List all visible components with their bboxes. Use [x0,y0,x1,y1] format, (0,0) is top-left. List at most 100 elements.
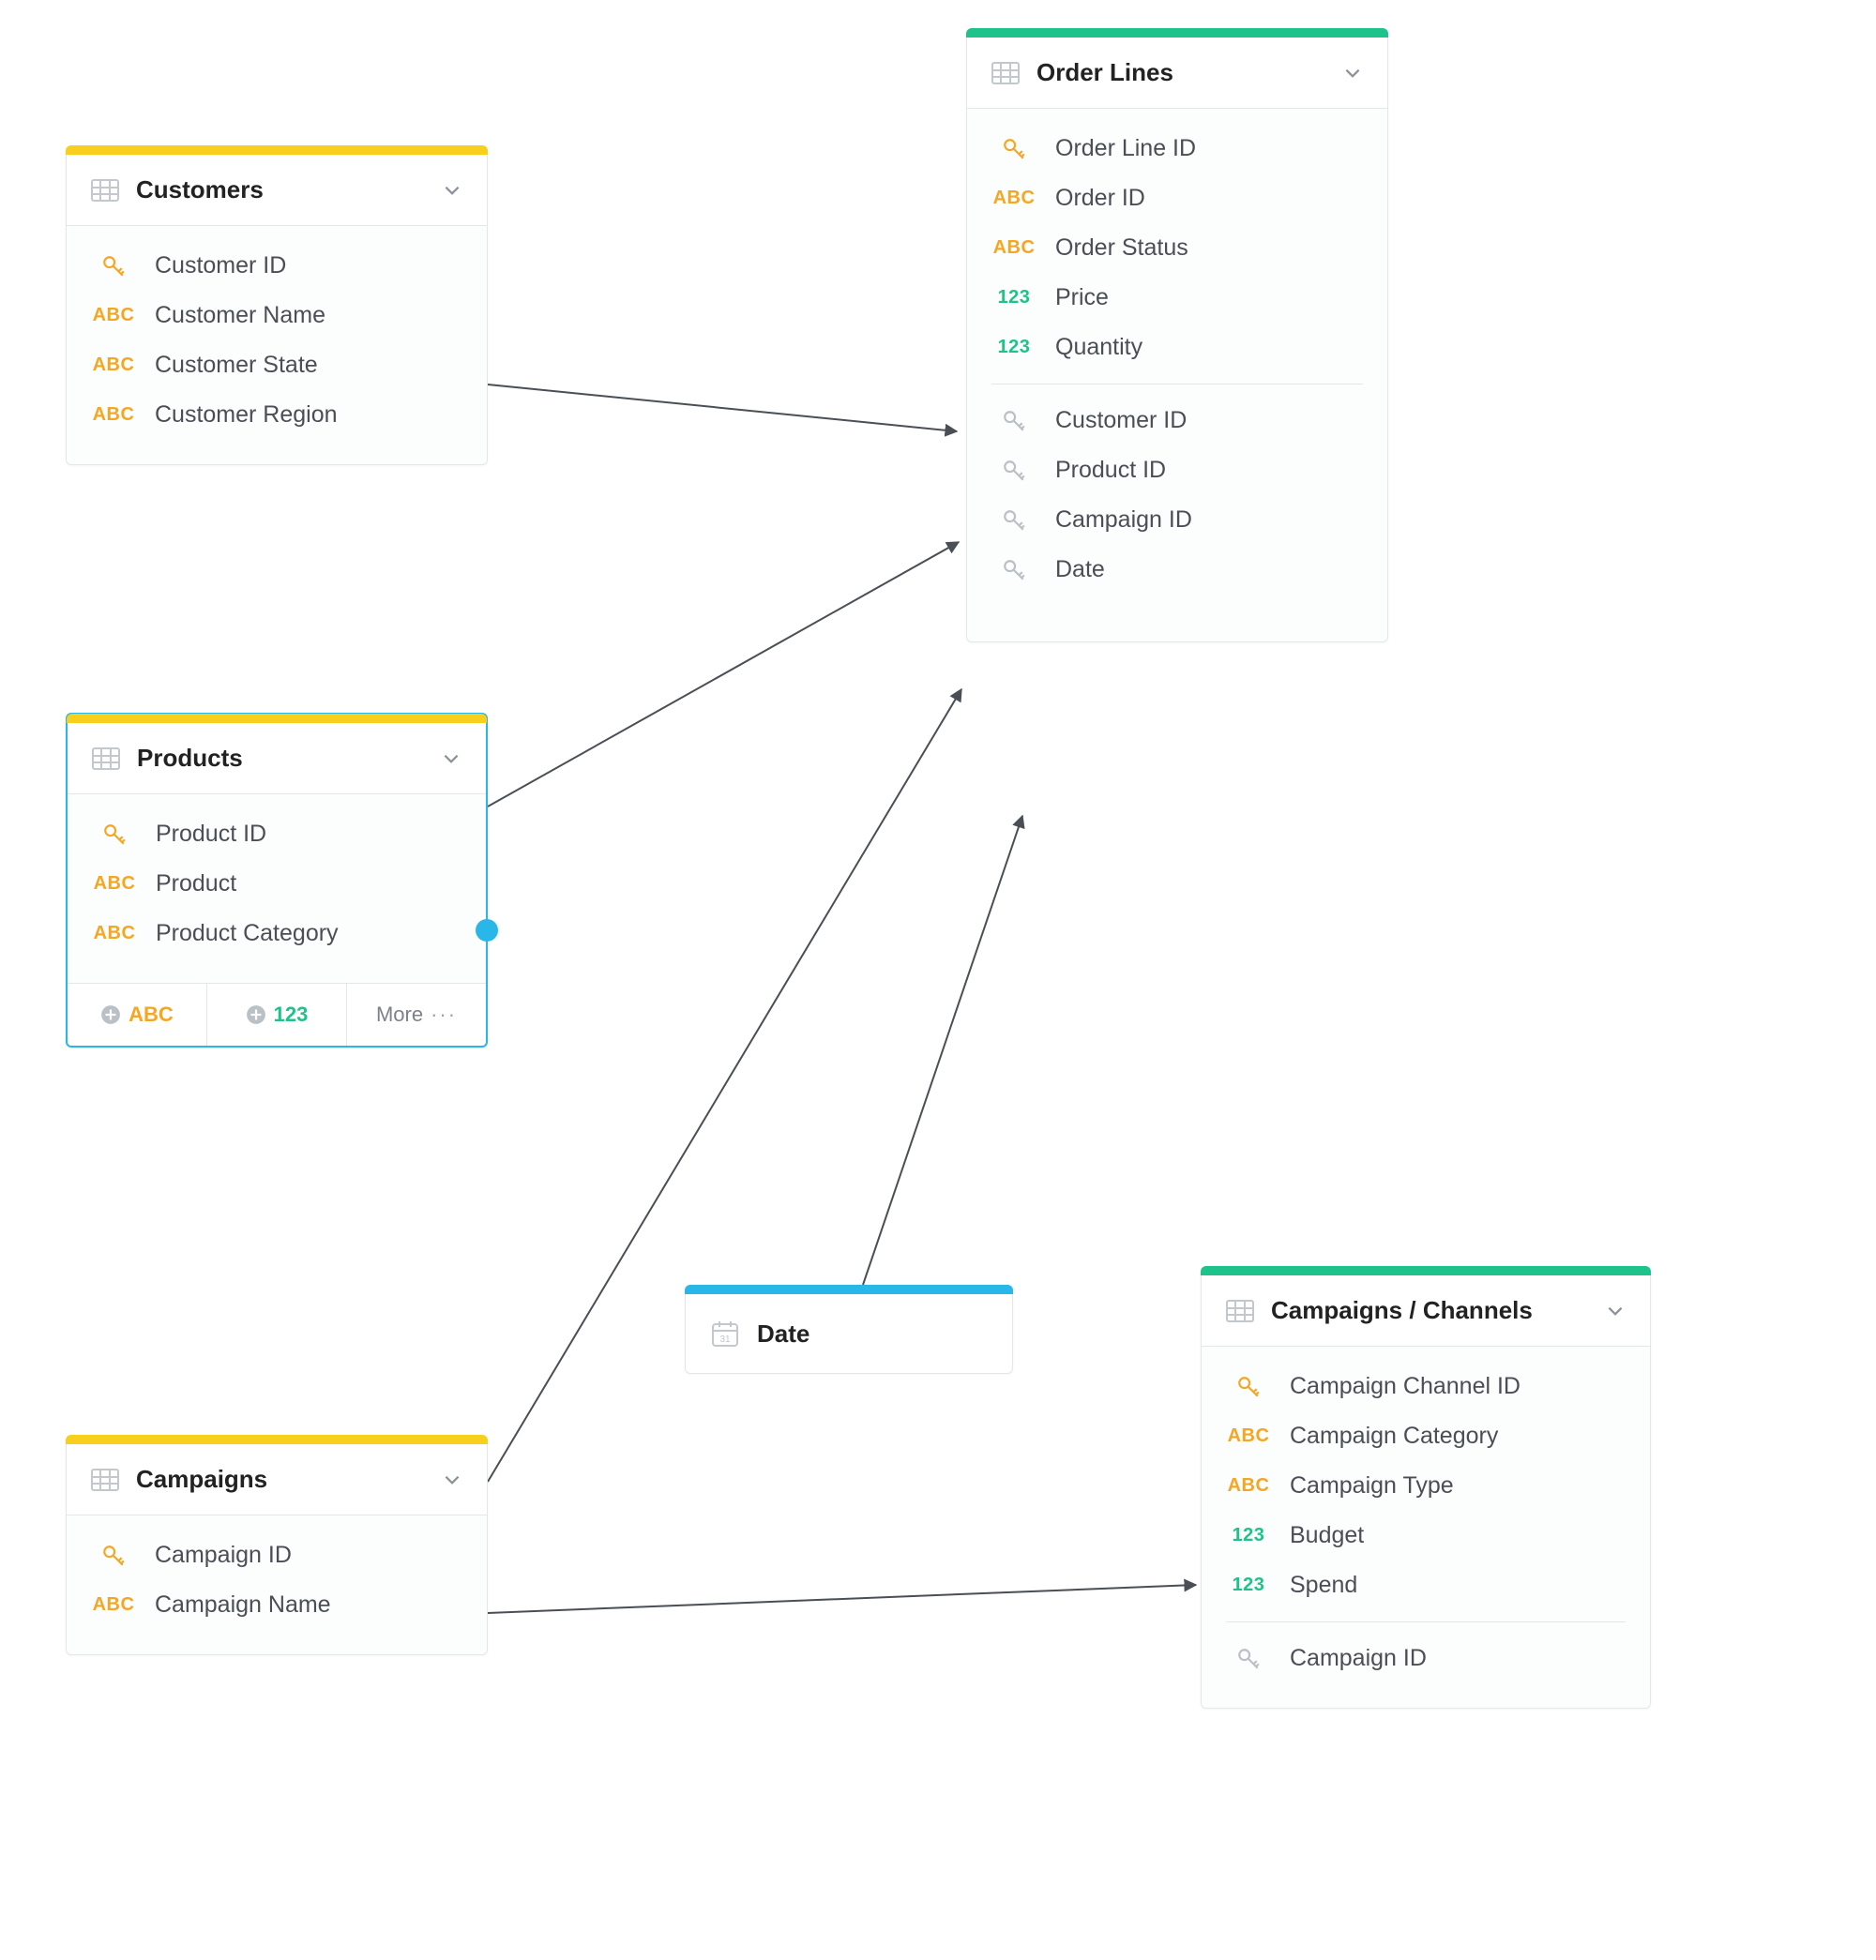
field-row[interactable]: Customer ID [967,396,1387,445]
field-row[interactable]: Order Line ID [967,124,1387,173]
edge [488,542,959,807]
node-campaigns[interactable]: Campaigns Campaign IDABCCampaign Name [66,1435,488,1655]
add-num-label: 123 [274,1003,309,1027]
ellipsis-icon: ··· [431,1003,457,1027]
fields-list: Product ID ABC Product ABCProduct Category [68,794,486,983]
stripe [1201,1266,1651,1275]
node-customers[interactable]: Customers Customer IDABCCustomer NameABC… [66,145,488,465]
field-row[interactable]: ABC Customer Name [67,291,487,340]
chevron-down-icon[interactable] [442,1470,462,1490]
node-header[interactable]: Order Lines [967,38,1387,109]
text-type-icon: ABC [91,1594,136,1616]
field-row[interactable]: Date [967,545,1387,595]
text-type-icon: ABC [991,188,1036,209]
number-type-icon: 123 [1226,1525,1271,1546]
foreign-key-icon [991,409,1036,433]
node-header[interactable]: Campaigns [67,1444,487,1515]
node-products[interactable]: Products Product IDABCProductABCProduct … [66,713,488,1048]
field-label: Campaign Type [1290,1472,1454,1500]
field-row[interactable]: 123Price [967,273,1387,323]
table-icon [1226,1300,1254,1322]
node-header[interactable]: 31 Date [686,1294,1012,1373]
foreign-key-icon [991,558,1036,582]
plus-icon [100,1004,121,1025]
field-label: Campaign Category [1290,1423,1498,1450]
edge [863,816,1022,1285]
node-header[interactable]: Customers [67,155,487,226]
text-type-icon: ABC [1226,1425,1271,1447]
text-type-icon: ABC [92,873,137,895]
primary-key-icon [991,137,1036,161]
text-type-icon: ABC [91,305,136,326]
field-label: Order Status [1055,234,1188,262]
field-row[interactable]: Campaign ID [967,495,1387,545]
field-row[interactable]: ABC Order ID [967,173,1387,223]
field-label: Product [156,870,236,897]
field-row[interactable]: ABC Product [68,859,486,909]
field-row[interactable]: ABCProduct Category [68,909,486,958]
add-text-field-button[interactable]: ABC [68,984,207,1046]
primary-key-icon [91,1544,136,1568]
node-header[interactable]: Campaigns / Channels [1202,1275,1650,1347]
primary-key-icon [92,822,137,847]
stripe [66,1435,488,1444]
chevron-down-icon[interactable] [441,748,461,769]
node-header[interactable]: Products [68,723,486,794]
field-label: Price [1055,284,1109,311]
field-row[interactable]: 123Spend [1202,1560,1650,1610]
field-row[interactable]: ABC Campaign Type [1202,1461,1650,1511]
chevron-down-icon[interactable] [1605,1301,1626,1321]
field-label: Quantity [1055,334,1142,361]
field-row[interactable]: Product ID [967,445,1387,495]
field-row[interactable]: ABCCustomer State [67,340,487,390]
plus-icon [246,1004,266,1025]
node-order-lines[interactable]: Order Lines Order Line ID ABC Order ID ABCO… [966,28,1388,642]
text-type-icon: ABC [1226,1475,1271,1497]
node-title: Order Lines [1036,58,1325,87]
node-title: Campaigns [136,1465,425,1494]
field-row[interactable]: ABCCustomer Region [67,390,487,440]
field-label: Customer ID [1055,407,1187,434]
table-icon [91,1469,119,1491]
field-row[interactable]: Campaign Channel ID [1202,1362,1650,1411]
node-date[interactable]: 31 Date [685,1285,1013,1374]
fields-list: Campaign Channel IDABCCampaign CategoryA… [1202,1347,1650,1708]
stripe [66,145,488,155]
table-icon [991,62,1020,84]
field-label: Customer Name [155,302,325,329]
foreign-key-icon [991,508,1036,533]
field-row[interactable]: 123Quantity [967,323,1387,372]
chevron-down-icon[interactable] [442,180,462,201]
field-label: Campaign ID [1290,1645,1427,1672]
field-row[interactable]: Campaign ID [1202,1634,1650,1683]
add-number-field-button[interactable]: 123 [207,984,347,1046]
diagram-canvas[interactable]: Customers Customer IDABCCustomer NameABC… [0,0,1876,1960]
field-row[interactable]: Campaign ID [67,1530,487,1580]
node-campaigns-channels[interactable]: Campaigns / Channels Campaign Channel ID… [1201,1266,1651,1709]
node-title: Customers [136,175,425,204]
fields-list: Campaign IDABCCampaign Name [67,1515,487,1654]
stripe [67,714,487,723]
field-row[interactable]: 123 Budget [1202,1511,1650,1560]
primary-key-icon [1226,1375,1271,1399]
field-row[interactable]: Customer ID [67,241,487,291]
more-button[interactable]: More ··· [347,984,486,1046]
node-title: Campaigns / Channels [1271,1296,1588,1325]
connection-handle[interactable] [476,919,498,942]
field-label: Order ID [1055,185,1145,212]
table-icon [92,747,120,770]
field-row[interactable]: ABCCampaign Name [67,1580,487,1630]
field-label: Order Line ID [1055,135,1196,162]
text-type-icon: ABC [91,404,136,426]
field-row[interactable]: ABCOrder Status [967,223,1387,273]
chevron-down-icon[interactable] [1342,63,1363,83]
field-row[interactable]: Product ID [68,809,486,859]
add-abc-label: ABC [129,1003,174,1027]
primary-key-icon [91,254,136,279]
edge [488,384,957,431]
field-label: Budget [1290,1522,1364,1549]
node-toolbar: ABC 123 More ··· [68,983,486,1046]
fields-list: Customer ID ABC Customer Name ABCCustomer S… [67,226,487,464]
field-label: Product ID [156,821,266,848]
field-row[interactable]: ABC Campaign Category [1202,1411,1650,1461]
